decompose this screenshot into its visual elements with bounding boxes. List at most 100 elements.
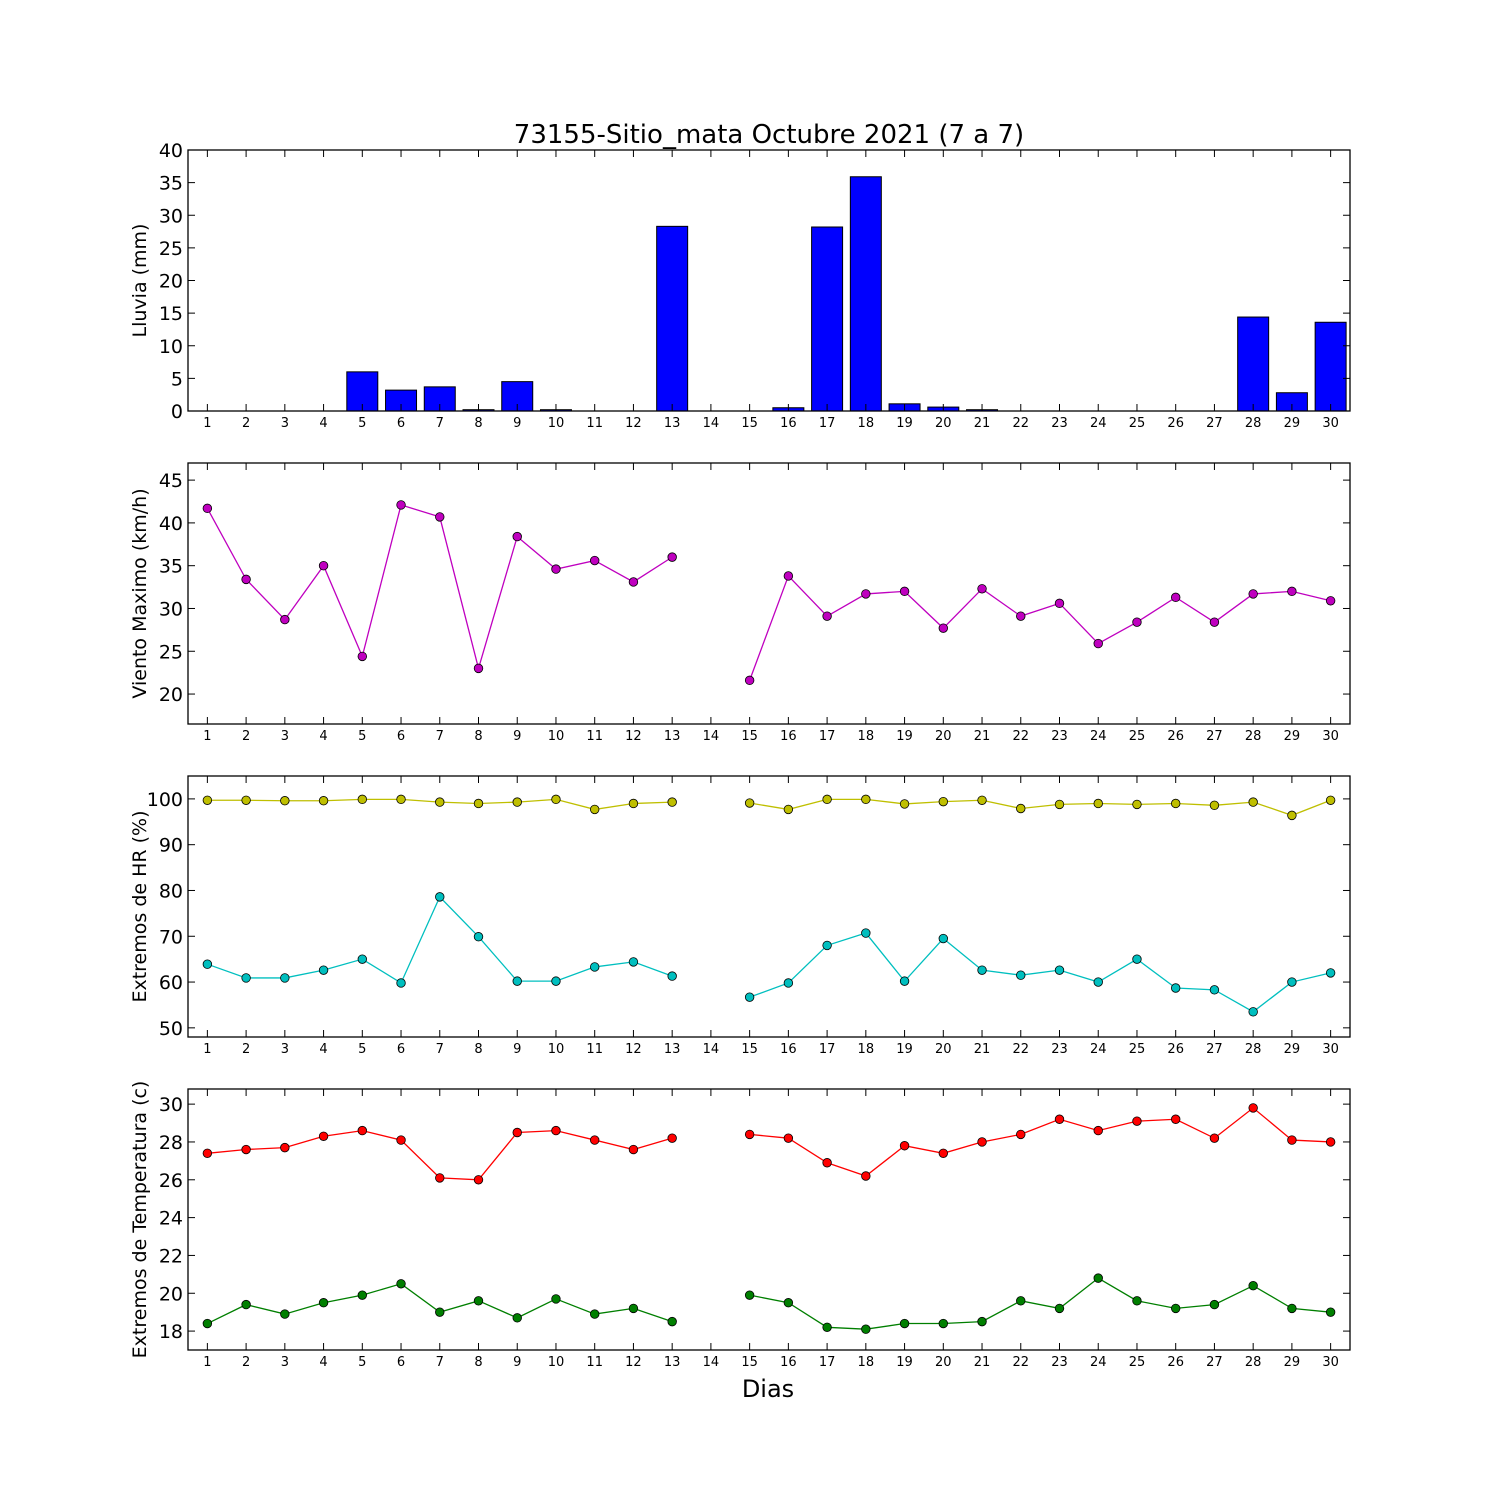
series-1-point-day-6 — [396, 500, 406, 510]
x-tick-label: 12 — [625, 1355, 642, 1370]
x-tick-label: 19 — [896, 1042, 913, 1057]
series-2-point-day-9 — [512, 1313, 522, 1323]
x-tick-label: 4 — [319, 416, 327, 431]
series-2-point-day-10 — [551, 1294, 561, 1304]
series-1-point-day-28 — [1248, 589, 1258, 599]
series-2-point-day-26 — [1170, 983, 1181, 993]
series-2-point-day-18 — [861, 1324, 871, 1334]
series-2-point-day-6 — [396, 1279, 406, 1289]
series-1-point-day-13 — [667, 1133, 677, 1143]
x-tick-label: 27 — [1206, 729, 1223, 744]
y-tick-label: 20 — [159, 271, 183, 293]
series-2-point-day-24 — [1093, 977, 1103, 987]
series-2-point-day-6 — [396, 978, 406, 988]
series-2-point-day-2 — [241, 1299, 251, 1310]
plot-frame — [187, 462, 1351, 725]
x-tick-label: 21 — [974, 729, 991, 744]
series-1-point-day-28 — [1248, 797, 1258, 807]
y-tick-label: 45 — [159, 470, 183, 492]
series-1-point-day-12 — [628, 798, 639, 809]
x-tick-label: 19 — [896, 1355, 913, 1370]
series-1-line-segment — [749, 574, 1331, 681]
series-1-point-day-10 — [551, 1125, 561, 1136]
series-1-point-day-2 — [241, 1144, 251, 1155]
series-2-point-day-19 — [899, 976, 910, 986]
y-tick-label: 30 — [159, 1094, 183, 1116]
x-tick-label: 14 — [703, 416, 720, 431]
y-tick-label: 10 — [159, 336, 183, 358]
series-2-point-day-29 — [1287, 1303, 1297, 1314]
series-1-point-day-25 — [1132, 617, 1142, 627]
series-1-point-day-18 — [861, 589, 871, 599]
x-tick-label: 14 — [703, 729, 720, 744]
series-2-point-day-5 — [357, 1290, 368, 1300]
series-2-point-day-7 — [435, 1307, 445, 1317]
series-2-point-day-13 — [667, 1316, 677, 1327]
x-tick-label: 16 — [780, 1042, 797, 1057]
series-2-point-day-30 — [1325, 968, 1336, 978]
series-2-point-day-28 — [1248, 1007, 1258, 1017]
x-tick-label: 1 — [203, 416, 211, 431]
series-1-point-day-10 — [551, 794, 561, 805]
y-tick-label: 30 — [159, 598, 183, 620]
y-tick-label: 30 — [159, 205, 183, 227]
series-1-point-day-4 — [318, 1131, 329, 1141]
series-1-point-day-9 — [512, 1127, 522, 1138]
x-tick-label: 23 — [1051, 416, 1068, 431]
x-tick-label: 10 — [548, 1042, 565, 1057]
x-tick-label: 8 — [474, 416, 482, 431]
x-tick-label: 1 — [203, 1355, 211, 1370]
y-tick-label: 26 — [159, 1170, 183, 1192]
series-1-point-day-29 — [1287, 586, 1297, 597]
series-1-point-day-16 — [783, 1133, 794, 1143]
x-tick-label: 19 — [896, 416, 913, 431]
series-1-point-day-19 — [899, 799, 910, 809]
x-tick-label: 7 — [436, 1355, 444, 1370]
x-tick-label: 1 — [203, 1042, 211, 1057]
series-1-point-day-15 — [744, 1129, 755, 1140]
series-1-point-day-5 — [357, 651, 368, 662]
x-tick-label: 14 — [703, 1355, 720, 1370]
series-2-point-day-25 — [1132, 954, 1142, 964]
y-axis-label: Extremos de HR (%) — [129, 810, 151, 1002]
series-2-point-day-15 — [744, 992, 755, 1002]
series-1-point-day-17 — [822, 611, 832, 621]
x-tick-label: 24 — [1090, 1355, 1107, 1370]
y-tick-label: 18 — [159, 1321, 183, 1343]
x-tick-label: 14 — [703, 1042, 720, 1057]
series-2-point-day-19 — [899, 1318, 910, 1329]
series-2-point-day-21 — [977, 1316, 987, 1327]
x-tick-label: 30 — [1322, 1355, 1339, 1370]
series-1-point-day-5 — [357, 1125, 368, 1136]
series-2-point-day-16 — [783, 1298, 794, 1308]
series-2-point-day-21 — [977, 965, 987, 975]
series-1-point-day-11 — [590, 804, 600, 815]
x-tick-label: 11 — [586, 1042, 603, 1057]
series-1-point-day-29 — [1287, 810, 1297, 821]
x-tick-label: 28 — [1245, 416, 1262, 431]
x-tick-label: 25 — [1129, 416, 1146, 431]
x-tick-label: 28 — [1245, 729, 1262, 744]
series-1-point-day-27 — [1209, 800, 1220, 811]
x-tick-label: 12 — [625, 416, 642, 431]
series-2-point-day-1 — [202, 1318, 213, 1329]
y-tick-label: 35 — [159, 173, 183, 195]
x-tick-label: 24 — [1090, 1042, 1107, 1057]
x-tick-label: 6 — [397, 416, 405, 431]
y-tick-label: 15 — [159, 303, 183, 325]
series-1-point-day-8 — [473, 798, 484, 809]
series-1-point-day-4 — [318, 796, 329, 806]
series-2-point-day-23 — [1054, 965, 1065, 975]
series-1-point-day-22 — [1016, 1129, 1026, 1140]
y-tick-label: 50 — [159, 1018, 183, 1040]
series-2-point-day-16 — [783, 978, 794, 988]
y-tick-label: 25 — [159, 641, 183, 663]
x-tick-label: 7 — [436, 729, 444, 744]
x-tick-label: 25 — [1129, 729, 1146, 744]
series-1-point-day-4 — [318, 560, 329, 571]
series-2-point-day-28 — [1248, 1280, 1258, 1291]
